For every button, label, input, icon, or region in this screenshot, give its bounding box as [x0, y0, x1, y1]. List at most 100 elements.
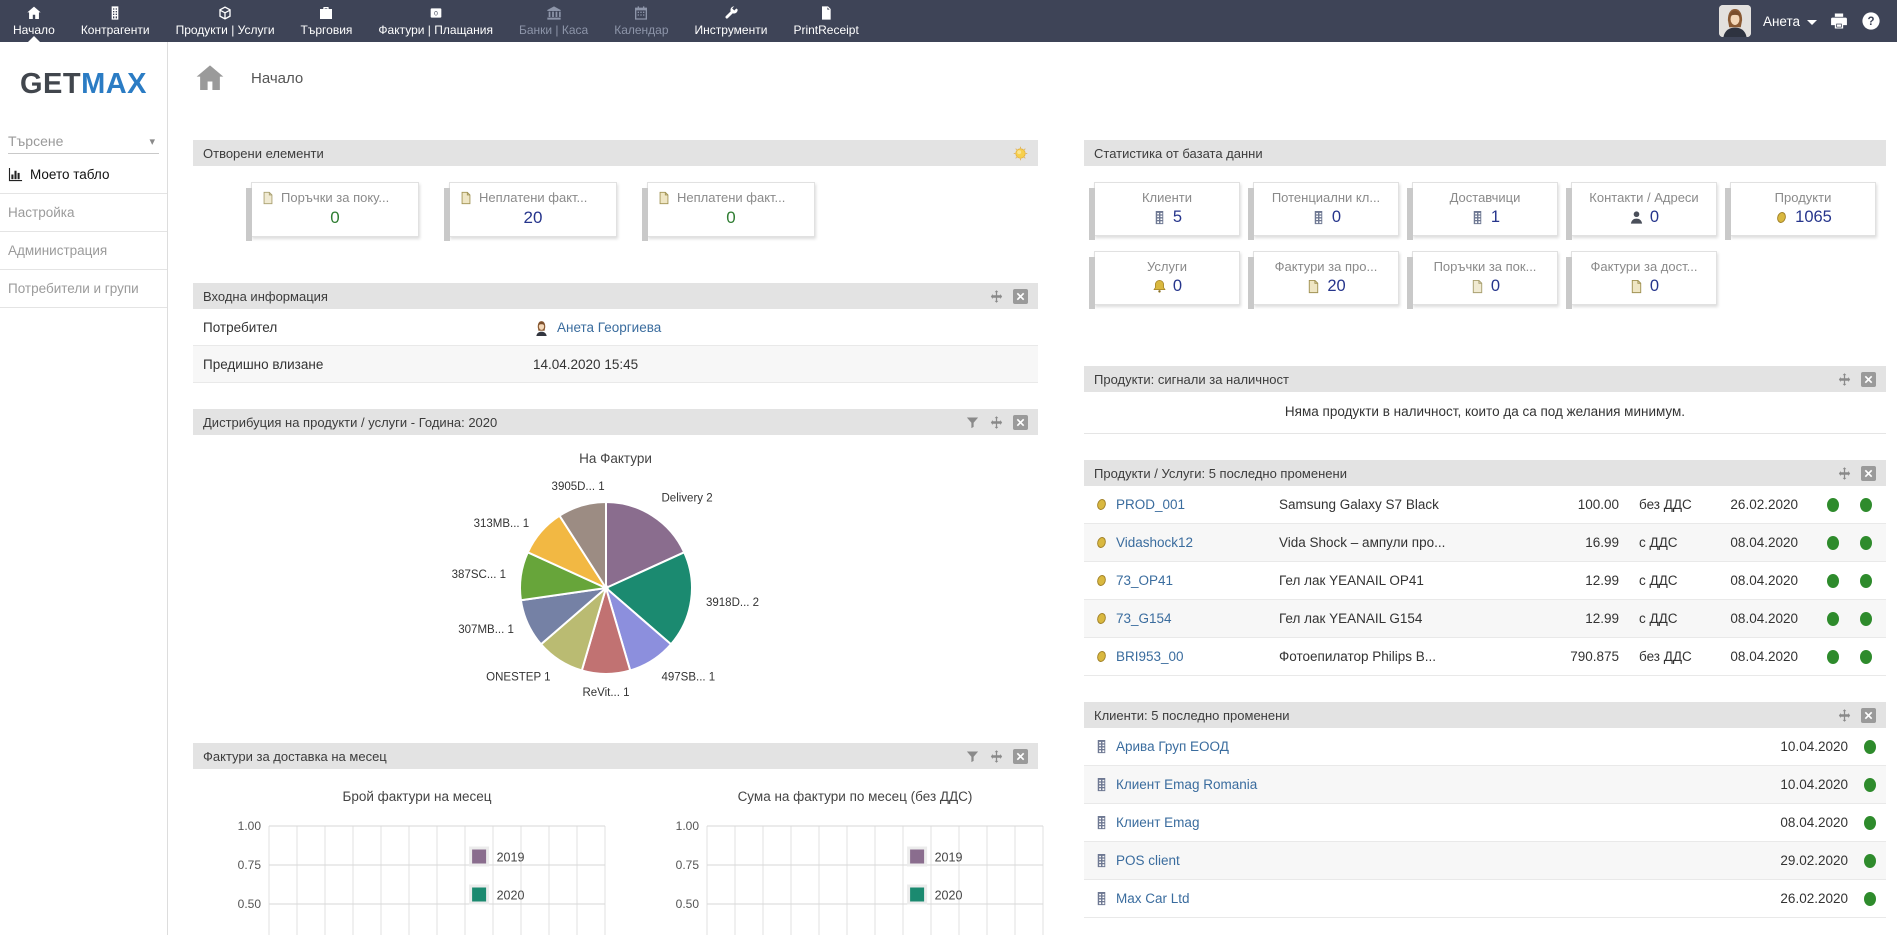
getmax-logo: GETMAX	[0, 42, 167, 107]
sidebar-item-users-groups[interactable]: Потребители и групи	[0, 270, 167, 308]
search-dropdown-icon[interactable]: ▾	[149, 135, 159, 148]
nav-item-contragents[interactable]: Контрагенти	[68, 0, 163, 42]
sidebar-item-my-dashboard[interactable]: Моето табло	[0, 156, 167, 194]
document-icon	[459, 191, 473, 205]
svg-text:0: 0	[434, 10, 438, 17]
top-navbar: Начало Контрагенти Продукти | Услуги Тър…	[0, 0, 1897, 42]
logged-user-link[interactable]: Анета Георгиева	[557, 320, 661, 335]
building-icon	[1094, 815, 1109, 830]
panel-distribution-header: Дистрибуция на продукти / услуги - Годин…	[193, 409, 1038, 435]
move-icon[interactable]	[1837, 708, 1852, 723]
user-avatar[interactable]	[1719, 5, 1751, 37]
recent-products-table: PROD_001 Samsung Galaxy S7 Black 100.00 …	[1084, 486, 1886, 676]
sidebar-item-administration[interactable]: Администрация	[0, 232, 167, 270]
sidebar: GETMAX ▾ Моето табло Настройка Администр…	[0, 42, 168, 935]
building-icon	[1152, 210, 1167, 225]
filter-icon[interactable]	[965, 415, 980, 430]
product-icon	[1774, 210, 1789, 225]
product-link[interactable]: PROD_001	[1116, 497, 1185, 512]
move-icon[interactable]	[989, 289, 1004, 304]
list-item: Клиент Emag Romania 10.04.2020	[1084, 766, 1886, 804]
help-button[interactable]: ?	[1861, 11, 1881, 31]
svg-text:0.50: 0.50	[238, 897, 262, 911]
banknote-icon: 0	[428, 4, 444, 21]
svg-text:?: ?	[1867, 16, 1874, 28]
sun-icon[interactable]	[1013, 146, 1028, 161]
home-icon	[26, 4, 42, 21]
stock-alert-message: Няма продукти в наличност, които да са п…	[1084, 392, 1886, 434]
card-purchase-orders[interactable]: Поръчки за поку... 0	[251, 182, 419, 237]
sidebar-item-settings[interactable]: Настройка	[0, 194, 167, 232]
move-icon[interactable]	[1837, 466, 1852, 481]
product-link[interactable]: BRI953_00	[1116, 649, 1184, 664]
print-button[interactable]	[1829, 11, 1849, 31]
stat-card-purchase-orders[interactable]: Поръчки за пок... 0	[1412, 251, 1558, 305]
table-row: 73_G154 Гел лак YEANAIL G154 12.99 с ДДС…	[1084, 600, 1886, 638]
status-dot	[1827, 650, 1839, 664]
close-icon[interactable]	[1861, 708, 1876, 723]
card-unpaid-invoices-1[interactable]: Неплатени факт... 20	[449, 182, 617, 237]
building-icon	[1470, 210, 1485, 225]
client-link[interactable]: Max Car Ltd	[1116, 891, 1190, 906]
close-icon[interactable]	[1013, 415, 1028, 430]
stat-card-delivery-invoices[interactable]: Фактури за дост... 0	[1571, 251, 1717, 305]
product-link[interactable]: Vidashock12	[1116, 535, 1193, 550]
nav-item-invoices-payments[interactable]: 0 Фактури | Плащания	[365, 0, 506, 42]
document-icon	[261, 191, 275, 205]
login-info-row-user: Потребител Анета Георгиева	[193, 309, 1038, 346]
panel-monthly-invoices-header: Фактури за доставка на месец	[193, 743, 1038, 769]
stat-card-products[interactable]: Продукти 1065	[1730, 182, 1876, 236]
nav-item-tools[interactable]: Инструменти	[682, 0, 781, 42]
nav-item-trade[interactable]: Търговия	[288, 0, 366, 42]
nav-item-products-services[interactable]: Продукти | Услуги	[163, 0, 288, 42]
list-item: Max Car Ltd 26.02.2020	[1084, 880, 1886, 918]
product-icon	[1094, 649, 1109, 664]
product-link[interactable]: 73_G154	[1116, 611, 1172, 626]
stat-card-services[interactable]: Услуги 0	[1094, 251, 1240, 305]
stat-card-sale-invoices[interactable]: Фактури за про... 20	[1253, 251, 1399, 305]
close-icon[interactable]	[1861, 466, 1876, 481]
close-icon[interactable]	[1013, 289, 1028, 304]
svg-text:1.00: 1.00	[238, 819, 262, 833]
recent-clients-table: Арива Груп ЕООД 10.04.2020 Клиент Emag R…	[1084, 728, 1886, 918]
nav-item-calendar[interactable]: Календар	[601, 0, 681, 42]
panel-login-info: Входна информация Потребител Анета Георг…	[193, 283, 1038, 383]
building-icon	[1094, 891, 1109, 906]
client-link[interactable]: Клиент Emag Romania	[1116, 777, 1257, 792]
close-icon[interactable]	[1013, 749, 1028, 764]
user-avatar-icon	[533, 319, 550, 336]
panel-monthly-invoices: Фактури за доставка на месец Брой фактур…	[193, 743, 1038, 935]
stat-card-potential-clients[interactable]: Потенциални кл... 0	[1253, 182, 1399, 236]
move-icon[interactable]	[1837, 372, 1852, 387]
stat-card-contacts[interactable]: Контакти / Адреси 0	[1571, 182, 1717, 236]
filter-icon[interactable]	[965, 749, 980, 764]
nav-item-banks-cash[interactable]: Банки | Каса	[506, 0, 601, 42]
svg-text:497SB... 1: 497SB... 1	[661, 671, 715, 683]
svg-text:307MB... 1: 307MB... 1	[458, 624, 514, 636]
bank-icon	[546, 4, 562, 21]
product-icon	[1094, 535, 1109, 550]
card-value: 0	[261, 208, 409, 228]
building-icon	[1311, 210, 1326, 225]
nav-item-home[interactable]: Начало	[0, 0, 68, 42]
product-icon	[1094, 573, 1109, 588]
close-icon[interactable]	[1861, 372, 1876, 387]
move-icon[interactable]	[989, 749, 1004, 764]
svg-text:313MB... 1: 313MB... 1	[473, 518, 529, 530]
stat-card-suppliers[interactable]: Доставчици 1	[1412, 182, 1558, 236]
panel-distribution: Дистрибуция на продукти / услуги - Годин…	[193, 409, 1038, 717]
card-unpaid-invoices-2[interactable]: Неплатени факт... 0	[647, 182, 815, 237]
client-link[interactable]: Клиент Emag	[1116, 815, 1199, 830]
panel-open-items-header: Отворени елементи	[193, 140, 1038, 166]
product-link[interactable]: 73_OP41	[1116, 573, 1173, 588]
client-link[interactable]: POS client	[1116, 853, 1180, 868]
status-dot	[1860, 498, 1872, 512]
panel-recent-clients-header: Клиенти: 5 последно променени	[1084, 702, 1886, 728]
move-icon[interactable]	[989, 415, 1004, 430]
stat-card-clients[interactable]: Клиенти 5	[1094, 182, 1240, 236]
client-link[interactable]: Арива Груп ЕООД	[1116, 739, 1229, 754]
nav-item-printreceipt[interactable]: PrintReceipt	[780, 0, 871, 42]
status-dot	[1860, 574, 1872, 588]
user-menu[interactable]: Анета	[1763, 14, 1817, 29]
search-input[interactable]	[8, 133, 149, 149]
